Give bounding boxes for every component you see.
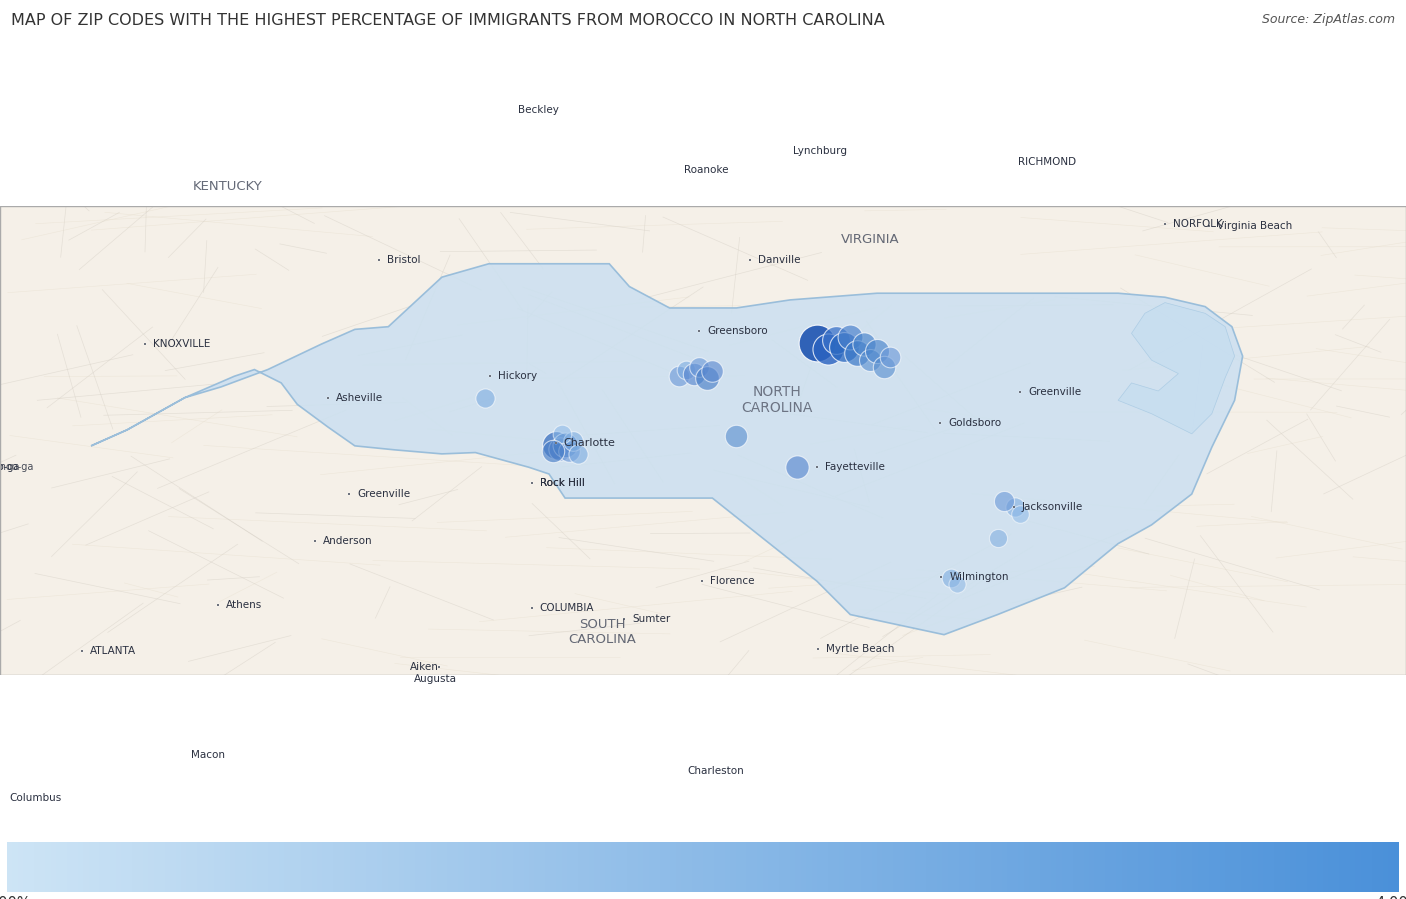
Point	[474, 390, 496, 405]
Point	[725, 430, 748, 444]
Point	[554, 437, 576, 451]
Point	[866, 343, 889, 358]
Text: Goldsboro: Goldsboro	[948, 418, 1001, 428]
Text: Virginia Beach: Virginia Beach	[1218, 221, 1292, 231]
Point	[544, 437, 567, 451]
Text: Augusta: Augusta	[413, 674, 457, 684]
Point	[806, 335, 828, 350]
Point	[852, 337, 875, 352]
Text: Roanoke: Roanoke	[685, 165, 728, 175]
Point	[675, 362, 697, 377]
Text: Macon: Macon	[191, 750, 225, 761]
Point	[682, 367, 704, 381]
Text: Rock Hill: Rock Hill	[540, 478, 585, 488]
Text: NORTH
CAROLINA: NORTH CAROLINA	[741, 386, 813, 415]
Point	[548, 441, 571, 456]
Text: attanoo­ga: attanoo­ga	[0, 462, 34, 472]
Point	[551, 427, 574, 441]
Text: Charleston: Charleston	[688, 766, 744, 776]
Point	[846, 346, 869, 360]
Point	[567, 447, 589, 461]
Text: Hickory: Hickory	[498, 371, 537, 381]
Point	[817, 343, 839, 357]
Text: Asheville: Asheville	[336, 393, 384, 403]
Point	[873, 360, 896, 374]
Point	[939, 571, 962, 585]
Point	[696, 370, 718, 385]
Text: KENTUCKY: KENTUCKY	[193, 180, 263, 192]
Point	[987, 531, 1010, 546]
Text: Aiken: Aiken	[409, 662, 439, 672]
Text: Danville: Danville	[758, 254, 800, 264]
Polygon shape	[1118, 303, 1234, 434]
Text: Myrtle Beach: Myrtle Beach	[827, 645, 894, 654]
Point	[839, 330, 862, 344]
Point	[1004, 500, 1026, 514]
Text: Lynchburg: Lynchburg	[793, 147, 846, 156]
Point	[946, 576, 969, 591]
Text: Sumter: Sumter	[633, 614, 671, 624]
Text: VIRGINIA: VIRGINIA	[841, 233, 900, 246]
Text: RICHMOND: RICHMOND	[1018, 157, 1076, 167]
Text: Fayetteville: Fayetteville	[825, 462, 884, 472]
Text: attanoo‑ga: attanoo‑ga	[0, 462, 20, 472]
Text: Greenville: Greenville	[357, 489, 411, 499]
Text: Rock Hill: Rock Hill	[540, 478, 585, 488]
Text: KNOXVILLE: KNOXVILLE	[153, 339, 209, 349]
Point	[993, 494, 1015, 508]
Text: Anderson: Anderson	[323, 536, 373, 546]
Text: ATLANTA: ATLANTA	[90, 645, 136, 655]
Point	[879, 351, 901, 365]
Polygon shape	[91, 263, 1243, 635]
Point	[1010, 507, 1032, 521]
Point	[558, 444, 581, 458]
Point	[702, 364, 724, 378]
Point	[832, 340, 855, 354]
Point	[786, 460, 808, 475]
Point	[859, 353, 882, 368]
Text: Greenville: Greenville	[1028, 387, 1081, 397]
Text: MAP OF ZIP CODES WITH THE HIGHEST PERCENTAGE OF IMMIGRANTS FROM MOROCCO IN NORTH: MAP OF ZIP CODES WITH THE HIGHEST PERCEN…	[11, 13, 884, 29]
Point	[562, 433, 585, 448]
Point	[688, 360, 710, 374]
Text: Beckley: Beckley	[519, 105, 560, 115]
Text: Wilmington: Wilmington	[949, 572, 1010, 582]
Text: SOUTH
CAROLINA: SOUTH CAROLINA	[568, 618, 637, 646]
Text: Charlotte: Charlotte	[564, 438, 616, 449]
Point	[541, 444, 564, 458]
Text: Bristol: Bristol	[387, 254, 420, 264]
Text: Columbus: Columbus	[10, 793, 62, 803]
Text: NORFOLK: NORFOLK	[1173, 218, 1223, 228]
Text: Greensboro: Greensboro	[707, 325, 768, 335]
Text: Athens: Athens	[226, 601, 263, 610]
Point	[668, 369, 690, 384]
Bar	[0, 206, 1406, 675]
Text: Florence: Florence	[710, 576, 754, 586]
Text: Source: ZipAtlas.com: Source: ZipAtlas.com	[1261, 13, 1395, 26]
Text: Jacksonville: Jacksonville	[1022, 503, 1083, 512]
Point	[824, 333, 846, 347]
Text: COLUMBIA: COLUMBIA	[540, 603, 595, 613]
